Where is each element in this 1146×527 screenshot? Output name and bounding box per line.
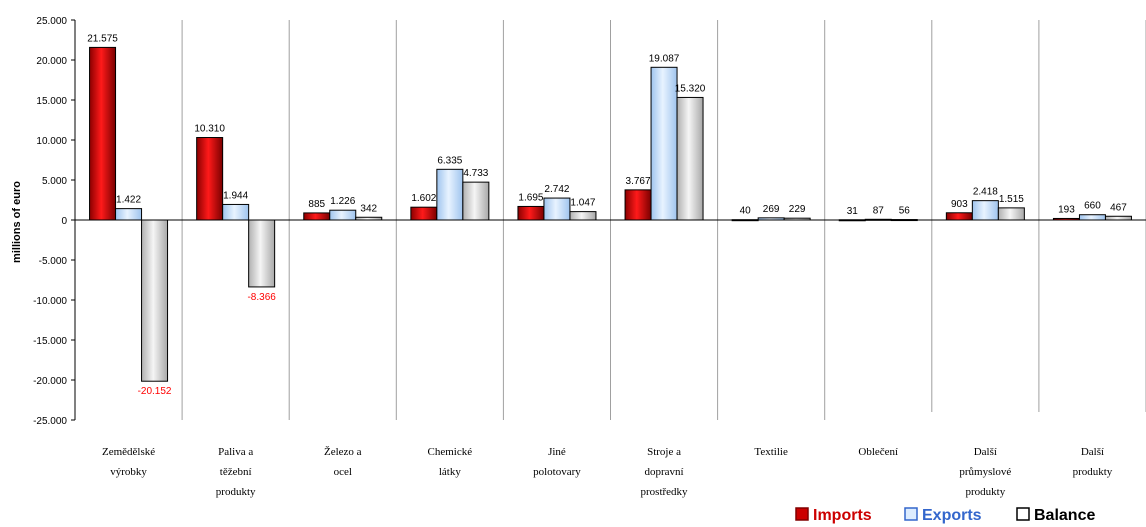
x-tick-label: Jiné polotovary — [533, 446, 581, 478]
data-label-imports: 903 — [951, 199, 968, 210]
data-label-exports: 660 — [1084, 201, 1101, 212]
y-tick-label: -20.000 — [33, 376, 67, 387]
bar-balance — [676, 96, 704, 221]
bar-balance — [1104, 215, 1132, 221]
data-label-balance: 4.733 — [463, 168, 488, 179]
x-tick-label: Paliva a těžební produkty — [216, 446, 256, 498]
bar-exports — [971, 200, 999, 221]
x-tick-label: Textilie — [754, 446, 788, 458]
data-label-balance: 342 — [360, 203, 377, 214]
data-label-balance: 1.515 — [999, 194, 1024, 205]
y-tick-label: -5.000 — [39, 256, 68, 267]
bar-exports — [650, 66, 678, 221]
data-label-imports: 10.310 — [194, 124, 225, 135]
bar-exports — [222, 203, 250, 221]
x-tick-label: Další průmyslové produkty — [959, 446, 1011, 498]
bars: 21.575 1.422 -20.152 10.310 1.944 -8.366 885 1.… — [87, 33, 1132, 397]
legend: Imports Exports Balance — [795, 507, 1095, 524]
bar-exports — [543, 197, 571, 221]
bar-imports — [303, 212, 331, 221]
data-label-imports: 885 — [308, 199, 325, 210]
bar-balance — [569, 211, 597, 221]
y-tick-label: 15.000 — [36, 96, 67, 107]
data-label-exports: 19.087 — [649, 53, 680, 64]
data-label-exports: 1.422 — [116, 195, 141, 206]
data-label-imports: 1.695 — [518, 192, 543, 203]
y-tick-label: 0 — [61, 216, 67, 227]
bar-balance — [997, 207, 1025, 221]
y-tick-label: 25.000 — [36, 16, 67, 27]
x-tick-label: Zemědělské výrobky — [102, 446, 155, 478]
bar-imports — [89, 46, 117, 221]
data-label-exports: 87 — [873, 205, 885, 216]
x-tick-label: Železo a ocel — [324, 446, 362, 478]
y-tick-label: -10.000 — [33, 296, 67, 307]
y-axis-label: millions of euro — [11, 181, 23, 263]
bar-imports — [196, 137, 224, 221]
data-label-imports: 193 — [1058, 204, 1075, 215]
legend-swatch-exports — [904, 507, 918, 521]
bar-imports — [624, 189, 652, 221]
data-label-exports: 1.226 — [330, 196, 355, 207]
x-tick-label: Stroje a dopravní prostředky — [641, 446, 689, 498]
y-tick-label: 20.000 — [36, 56, 67, 67]
bar-balance — [248, 219, 276, 288]
bar-imports — [517, 205, 545, 221]
data-label-imports: 3.767 — [626, 176, 651, 187]
legend-label-exports: Exports — [922, 507, 982, 524]
data-label-exports: 2.418 — [973, 187, 998, 198]
data-label-imports: 40 — [740, 206, 752, 217]
legend-swatch-imports — [795, 507, 809, 521]
y-tick-label: 5.000 — [42, 176, 67, 187]
data-label-imports: 31 — [847, 206, 859, 217]
data-label-exports: 1.944 — [223, 190, 248, 201]
bar-exports — [329, 209, 357, 221]
legend-label-imports: Imports — [813, 507, 872, 524]
bar-balance — [141, 219, 169, 382]
data-label-balance: 1.047 — [570, 198, 595, 209]
legend-label-balance: Balance — [1034, 507, 1095, 524]
data-label-imports: 1.602 — [411, 193, 436, 204]
x-tick-label: Další produkty — [1073, 446, 1113, 478]
data-label-balance: -20.152 — [138, 386, 172, 397]
y-tick-label: -25.000 — [33, 416, 67, 427]
bar-exports — [436, 168, 464, 221]
data-label-balance: 467 — [1110, 202, 1127, 213]
x-tick-label: Chemické látky — [428, 446, 473, 478]
data-label-balance: 56 — [899, 206, 911, 217]
data-label-imports: 21.575 — [87, 33, 118, 44]
bar-imports — [410, 206, 438, 221]
y-tick-label: 10.000 — [36, 136, 67, 147]
data-label-exports: 6.335 — [437, 155, 462, 166]
data-label-balance: 229 — [789, 204, 806, 215]
bar-exports — [1078, 214, 1106, 221]
bar-balance — [462, 181, 490, 221]
data-label-exports: 2.742 — [544, 184, 569, 195]
data-label-balance: -8.366 — [247, 292, 276, 303]
data-label-balance: 15.320 — [675, 83, 706, 94]
data-label-exports: 269 — [763, 204, 780, 215]
axes: 25.000 20.000 15.000 10.000 5.000 0 -5.000 -10.… — [33, 16, 1146, 498]
legend-swatch-balance — [1016, 507, 1030, 521]
bar-exports — [115, 208, 143, 221]
y-tick-label: -15.000 — [33, 336, 67, 347]
bar-imports — [945, 212, 973, 221]
x-tick-label: Oblečení — [858, 446, 898, 458]
